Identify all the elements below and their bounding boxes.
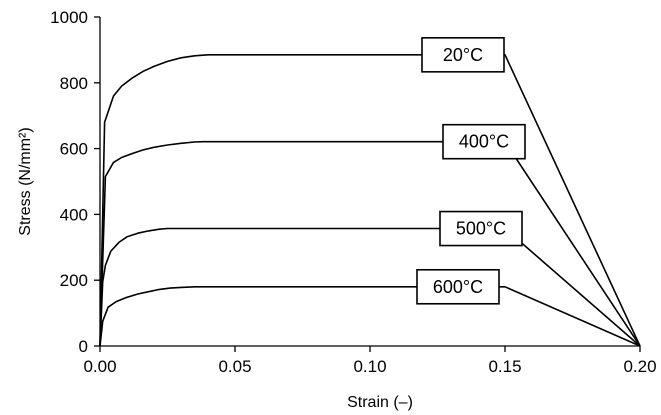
series-line bbox=[99, 285, 641, 347]
series-label-box bbox=[416, 268, 500, 305]
y-tick-label: 400 bbox=[60, 205, 88, 224]
y-axis-label: Stress (N/mm²) bbox=[17, 127, 34, 235]
series-label-box bbox=[421, 37, 505, 73]
series-label-box bbox=[442, 123, 526, 160]
x-axis-label: Strain (–) bbox=[347, 394, 413, 411]
x-tick-label: 0.20 bbox=[623, 357, 656, 376]
y-tick-label: 1000 bbox=[50, 8, 88, 27]
y-tick-label: 800 bbox=[60, 74, 88, 93]
y-tick-label: 0 bbox=[79, 337, 88, 356]
series-label: 500°C bbox=[456, 219, 506, 239]
axes bbox=[99, 17, 640, 347]
ticks: 0 200 400 600 800 1000 0.00 0.05 0.10 0.15 0.20 bbox=[50, 8, 656, 376]
series-line bbox=[99, 140, 641, 347]
series-lines bbox=[99, 53, 641, 347]
y-tick-label: 600 bbox=[60, 140, 88, 159]
y-tick-label: 200 bbox=[60, 271, 88, 290]
x-tick-label: 0.10 bbox=[353, 357, 386, 376]
series-line bbox=[99, 227, 641, 347]
x-tick-label: 0.05 bbox=[218, 357, 251, 376]
series-label: 20°C bbox=[443, 45, 483, 65]
series-label: 600°C bbox=[433, 277, 483, 297]
series-line bbox=[99, 53, 641, 347]
x-tick-label: 0.00 bbox=[83, 357, 116, 376]
series-label: 400°C bbox=[459, 132, 509, 152]
series-label-box bbox=[439, 210, 523, 247]
series-labels: 20°C 400°C 500°C 600°C bbox=[416, 37, 526, 305]
x-tick-label: 0.15 bbox=[488, 357, 521, 376]
